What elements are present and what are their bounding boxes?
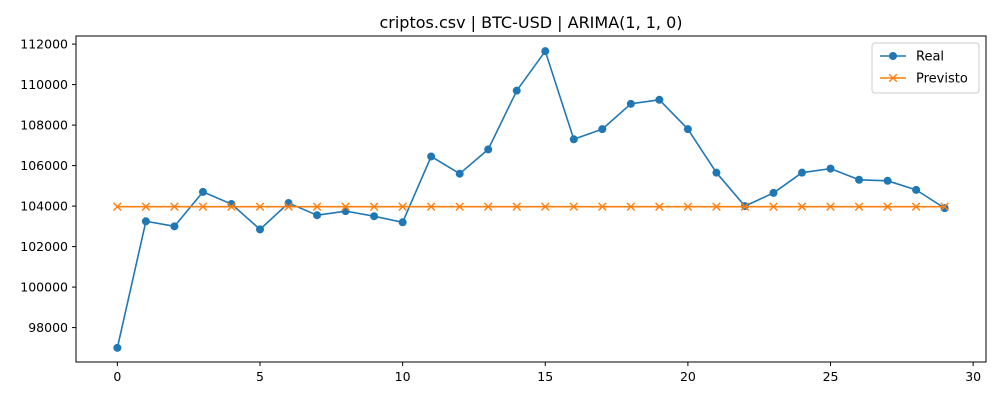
series-layer bbox=[113, 47, 949, 352]
data-point-previsto bbox=[797, 202, 807, 211]
data-point-previsto bbox=[284, 202, 293, 211]
data-point-real bbox=[798, 168, 807, 177]
data-point-real bbox=[398, 218, 407, 227]
chart-title: criptos.csv | BTC-USD | ARIMA(1, 1, 0) bbox=[379, 13, 682, 32]
data-point-previsto bbox=[626, 202, 636, 211]
y-tick-label: 106000 bbox=[20, 158, 68, 173]
data-point-real bbox=[626, 99, 635, 108]
y-tick-label: 104000 bbox=[20, 199, 68, 214]
plot-frame bbox=[75, 35, 987, 363]
data-point-previsto bbox=[740, 202, 750, 211]
data-point-real bbox=[712, 168, 721, 177]
y-tick-label: 98000 bbox=[28, 320, 68, 335]
data-point-real bbox=[912, 185, 921, 194]
legend: Real Previsto bbox=[871, 42, 980, 94]
x-tick-label: 25 bbox=[823, 369, 839, 384]
data-point-previsto bbox=[369, 202, 379, 211]
legend-label-real: Real bbox=[916, 50, 944, 65]
legend-marker-real bbox=[889, 52, 897, 60]
x-tick-label: 10 bbox=[395, 369, 411, 384]
series-line-real bbox=[116, 50, 946, 349]
data-point-real bbox=[883, 176, 892, 185]
data-point-previsto bbox=[483, 202, 493, 211]
data-point-previsto bbox=[198, 202, 208, 211]
data-point-previsto bbox=[769, 202, 778, 211]
data-point-real bbox=[484, 145, 493, 154]
data-point-previsto bbox=[170, 202, 179, 211]
data-point-previsto bbox=[341, 202, 350, 211]
axes: 0 5 10 15 20 25 30 98000 100000 102000 104000 10600… bbox=[20, 35, 987, 384]
y-tick-label: 110000 bbox=[20, 77, 68, 92]
data-point-real bbox=[541, 47, 550, 56]
x-tick-label: 0 bbox=[113, 369, 121, 384]
data-point-previsto bbox=[455, 202, 464, 211]
series-real bbox=[113, 47, 949, 352]
data-point-real bbox=[455, 169, 464, 178]
data-point-previsto bbox=[141, 202, 151, 211]
data-point-real bbox=[769, 188, 778, 197]
data-point-real bbox=[170, 222, 179, 231]
data-point-previsto bbox=[227, 202, 236, 211]
data-point-real bbox=[198, 187, 207, 196]
data-point-real bbox=[655, 95, 664, 104]
data-point-previsto bbox=[940, 202, 949, 211]
data-point-previsto bbox=[683, 202, 693, 211]
data-point-real bbox=[598, 125, 607, 134]
data-point-real bbox=[141, 217, 150, 226]
x-tick-label: 5 bbox=[256, 369, 264, 384]
data-point-real bbox=[341, 207, 350, 216]
data-point-previsto bbox=[883, 202, 892, 211]
data-point-previsto bbox=[854, 202, 864, 211]
data-point-real bbox=[113, 343, 122, 352]
data-point-previsto bbox=[712, 202, 721, 211]
data-point-previsto bbox=[911, 202, 921, 211]
y-tick-label: 100000 bbox=[20, 280, 68, 295]
data-point-real bbox=[370, 212, 379, 221]
data-point-real bbox=[569, 135, 578, 144]
data-point-real bbox=[683, 125, 692, 134]
data-point-real bbox=[255, 225, 264, 234]
y-tick-label: 108000 bbox=[20, 118, 68, 133]
data-point-real bbox=[855, 175, 864, 184]
data-point-real bbox=[940, 204, 949, 213]
data-point-previsto bbox=[113, 202, 122, 211]
data-point-previsto bbox=[426, 202, 436, 211]
data-point-previsto bbox=[598, 202, 607, 211]
series-previsto bbox=[113, 202, 949, 211]
data-point-real bbox=[313, 211, 322, 220]
y-tick-label: 112000 bbox=[20, 37, 68, 52]
data-point-previsto bbox=[655, 202, 664, 211]
data-point-real bbox=[512, 86, 521, 95]
x-tick-label: 30 bbox=[965, 369, 981, 384]
data-point-previsto bbox=[512, 202, 522, 211]
data-point-previsto bbox=[540, 202, 550, 211]
data-point-previsto bbox=[312, 202, 322, 211]
data-point-previsto bbox=[569, 202, 579, 211]
data-point-real bbox=[427, 152, 436, 161]
data-point-previsto bbox=[255, 202, 265, 211]
legend-label-previsto: Previsto bbox=[916, 72, 968, 87]
x-tick-label: 15 bbox=[537, 369, 553, 384]
data-point-previsto bbox=[826, 202, 835, 211]
data-point-previsto bbox=[398, 202, 407, 211]
data-point-real bbox=[826, 164, 835, 173]
legend-marker-previsto bbox=[888, 73, 898, 83]
x-tick-label: 20 bbox=[680, 369, 696, 384]
y-tick-label: 102000 bbox=[20, 239, 68, 254]
